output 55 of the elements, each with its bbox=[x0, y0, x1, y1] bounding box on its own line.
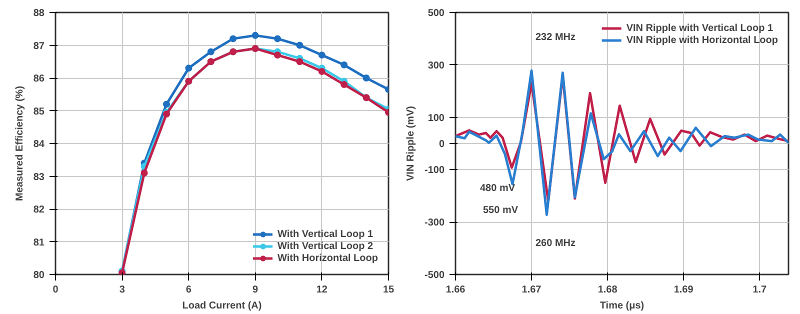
point bbox=[318, 68, 326, 75]
point bbox=[207, 48, 214, 56]
legend-label: With Horizontal Loop bbox=[278, 252, 378, 264]
x-tick-label: 6 bbox=[186, 284, 192, 296]
point bbox=[230, 35, 237, 42]
y-tick-label: 500 bbox=[428, 8, 445, 19]
legend-label: With Vertical Loop 1 bbox=[278, 228, 374, 240]
x-tick-label: 1.68 bbox=[598, 284, 618, 296]
x-tick-label: 15 bbox=[382, 284, 394, 296]
y-tick-label: 300 bbox=[428, 60, 445, 72]
point bbox=[340, 61, 348, 68]
y-tick-label: 0 bbox=[438, 139, 445, 150]
x-tick-label: 1.67 bbox=[522, 284, 542, 296]
point bbox=[340, 81, 348, 88]
y-tick-label: 83 bbox=[33, 172, 45, 183]
y-tick-label: 80 bbox=[33, 270, 45, 281]
legend-label: With Vertical Loop 2 bbox=[278, 240, 374, 252]
x-tick-label: 0 bbox=[52, 284, 59, 296]
x-tick-label: 12 bbox=[316, 284, 328, 296]
point bbox=[362, 74, 370, 82]
y-tick-label: -300 bbox=[424, 218, 445, 229]
x-axis-title: Time (μs) bbox=[600, 300, 644, 312]
y-tick-label: 84 bbox=[33, 139, 45, 150]
y-tick-label: 88 bbox=[33, 8, 45, 19]
point bbox=[318, 52, 326, 59]
y-tick-label: 100 bbox=[428, 112, 445, 124]
y-tick-label: 82 bbox=[33, 204, 45, 216]
legend-label: VIN Ripple with Horizontal Loop bbox=[626, 34, 778, 46]
y-tick-label: -500 bbox=[424, 270, 445, 281]
x-axis-title: Load Current (A) bbox=[182, 300, 262, 312]
annotation: 232 MHz bbox=[535, 32, 576, 43]
x-tick-label: 1.66 bbox=[446, 284, 466, 296]
x-tick-label: 1.69 bbox=[674, 284, 694, 296]
annotation: 550 mV bbox=[482, 205, 518, 216]
point bbox=[274, 52, 281, 59]
y-tick-label: 81 bbox=[33, 237, 45, 248]
annotation: 260 MHz bbox=[535, 238, 576, 249]
annotation: 480 mV bbox=[480, 183, 516, 194]
y-tick-label: 85 bbox=[33, 106, 45, 118]
point bbox=[140, 169, 148, 176]
point bbox=[274, 35, 281, 42]
point bbox=[252, 32, 259, 39]
y-tick-label: -100 bbox=[424, 165, 445, 176]
x-tick-label: 9 bbox=[252, 284, 259, 296]
y-axis-title: Measured Efficiency (%) bbox=[14, 86, 26, 202]
x-tick-label: 1.7 bbox=[752, 284, 767, 296]
x-tick-label: 3 bbox=[119, 284, 126, 296]
point bbox=[185, 64, 192, 72]
y-axis-title: VIN Ripple (mV) bbox=[405, 106, 416, 181]
point bbox=[296, 42, 304, 49]
point bbox=[163, 100, 170, 108]
y-tick-label: 87 bbox=[33, 40, 45, 52]
point bbox=[296, 58, 304, 66]
y-tick-label: 86 bbox=[33, 74, 45, 84]
legend-label: VIN Ripple with Vertical Loop 1 bbox=[626, 22, 774, 34]
